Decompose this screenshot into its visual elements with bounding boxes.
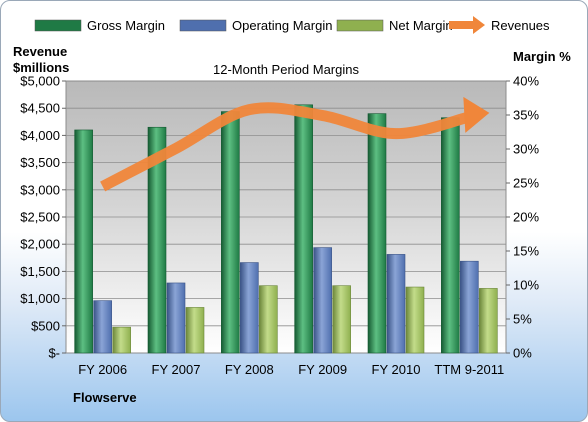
legend-label: Net Margin: [389, 18, 453, 33]
bar-net-margin: [332, 285, 351, 354]
legend-label: Gross Margin: [87, 18, 165, 33]
right-tick-label: 30%: [513, 142, 539, 157]
right-tick-label: 0%: [513, 346, 532, 361]
bar-operating-margin: [166, 282, 186, 354]
legend-label: Revenues: [491, 18, 550, 33]
bar-net-margin: [185, 307, 205, 354]
bar-operating-margin: [460, 260, 479, 354]
left-axis-label: $millions: [13, 60, 69, 75]
bar-gross-margin: [74, 129, 93, 354]
legend-label: Operating Margin: [232, 18, 332, 33]
bar-gross-margin: [367, 113, 387, 354]
x-tick-label: FY 2008: [225, 362, 274, 377]
chart-title: 12-Month Period Margins: [213, 62, 359, 77]
x-tick-label: TTM 9-2011: [434, 362, 504, 377]
bar-operating-margin: [240, 262, 259, 354]
x-tick-label: FY 2010: [372, 362, 421, 377]
bar-operating-margin: [313, 247, 332, 354]
left-tick-label: $5,000: [20, 74, 60, 89]
bar-operating-margin: [93, 300, 112, 354]
left-tick-label: $1,000: [20, 291, 60, 306]
left-axis-label: Revenue: [13, 44, 67, 59]
bar-net-margin: [479, 288, 498, 354]
left-tick-label: $1,500: [20, 264, 60, 279]
x-tick-label: FY 2007: [152, 362, 201, 377]
left-tick-label: $4,500: [20, 101, 60, 116]
left-tick-label: $3,000: [20, 182, 60, 197]
bar-gross-margin: [221, 111, 240, 354]
bar-operating-margin: [386, 254, 406, 354]
bar-gross-margin: [294, 104, 313, 354]
legend-swatch-operating-margin: [179, 19, 227, 32]
bar-net-margin: [405, 286, 425, 354]
legend-swatch-gross-margin: [34, 19, 82, 32]
right-tick-label: 5%: [513, 312, 532, 327]
company-name: Flowserve: [73, 390, 137, 405]
legend-arrow-icon: [473, 16, 485, 34]
revenues-arrowhead: [463, 96, 490, 133]
bar-net-margin: [112, 326, 131, 354]
left-tick-label: $2,000: [20, 237, 60, 252]
right-tick-label: 40%: [513, 74, 539, 89]
right-tick-label: 25%: [513, 176, 539, 191]
right-tick-label: 20%: [513, 210, 539, 225]
left-tick-label: $500: [31, 318, 60, 333]
bar-net-margin: [259, 285, 278, 354]
right-tick-label: 10%: [513, 278, 539, 293]
left-tick-label: $-: [48, 346, 60, 361]
left-tick-label: $3,500: [20, 155, 60, 170]
left-tick-label: $4,000: [20, 128, 60, 143]
revenues-line: [100, 102, 471, 192]
legend-swatch-net-margin: [336, 19, 384, 32]
right-tick-label: 15%: [513, 244, 539, 259]
left-tick-label: $2,500: [20, 210, 60, 225]
x-tick-label: FY 2009: [298, 362, 347, 377]
bar-gross-margin: [147, 126, 167, 354]
right-tick-label: 35%: [513, 108, 539, 123]
bar-gross-margin: [441, 117, 460, 354]
right-axis-label: Margin %: [513, 49, 571, 64]
x-tick-label: FY 2006: [78, 362, 127, 377]
